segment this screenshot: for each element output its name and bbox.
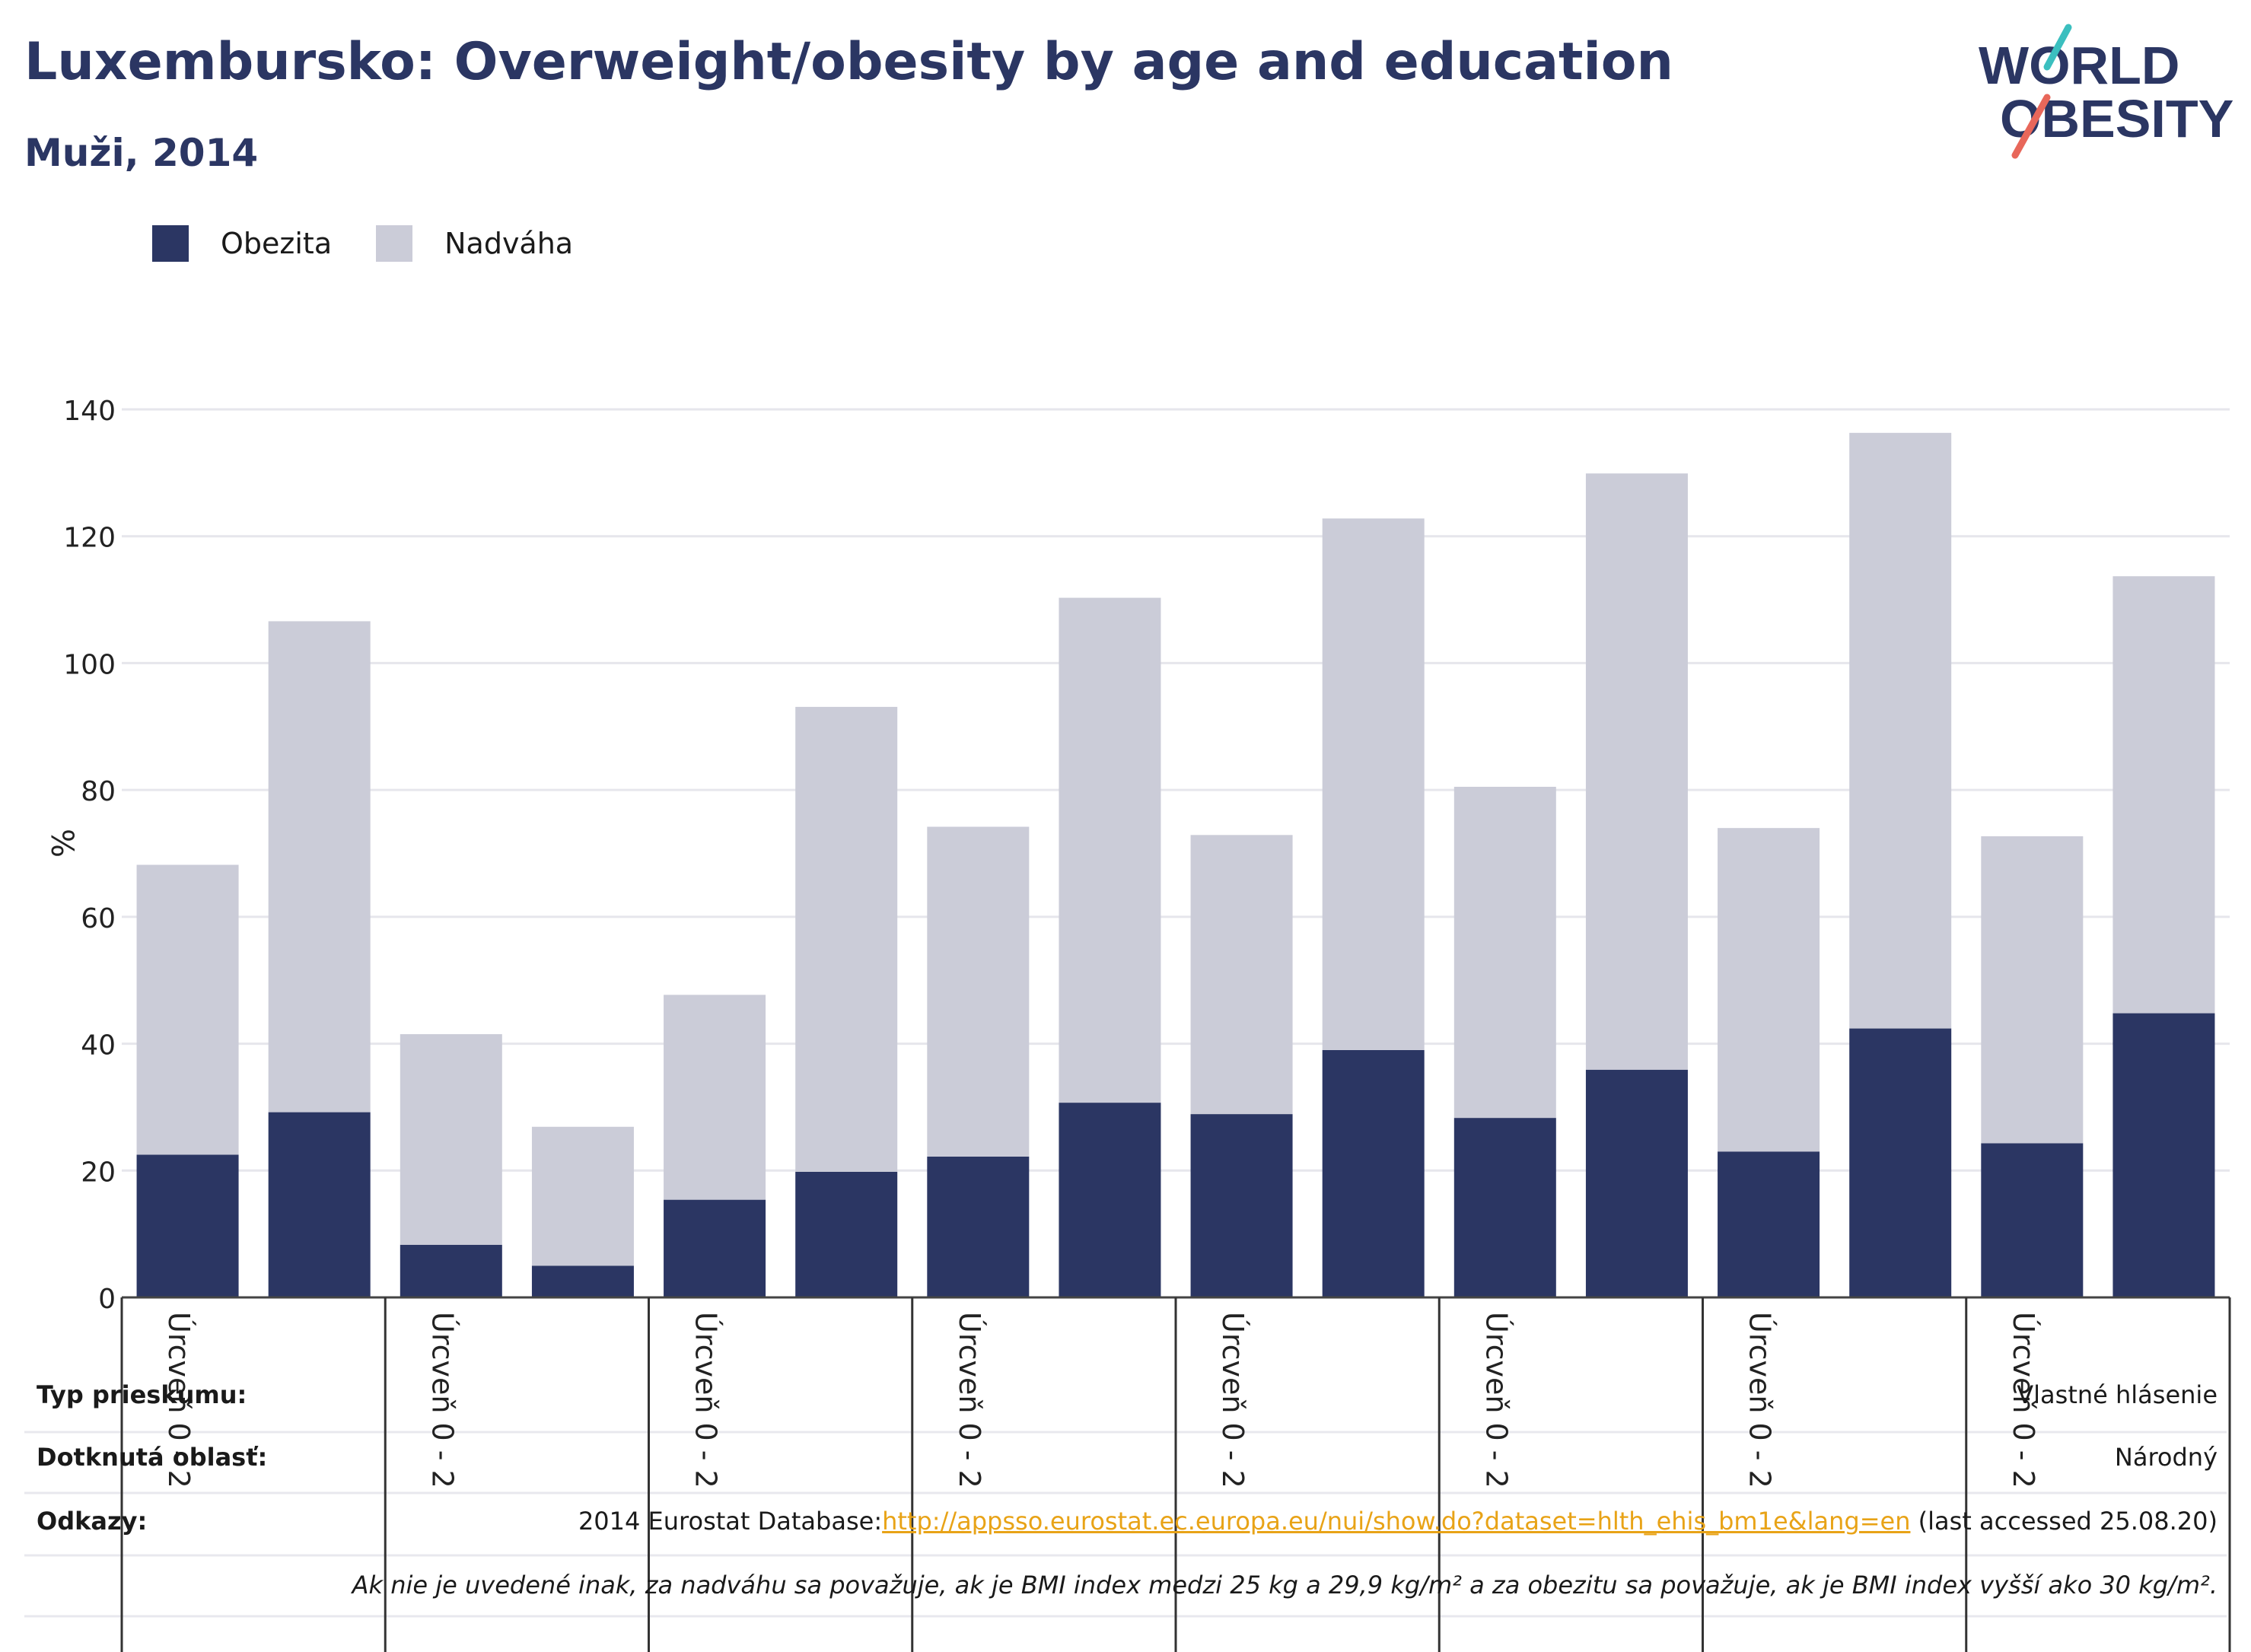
bar-obezita <box>268 1112 371 1297</box>
bar-obezita <box>1718 1151 1820 1297</box>
y-tick-label: 140 <box>63 396 116 427</box>
x-group-label: Úrcveň 0 - 2 <box>1743 1312 1777 1488</box>
bar-nadvaha <box>2113 576 2215 1014</box>
y-tick-label: 40 <box>81 1030 116 1062</box>
bar-obezita <box>400 1244 502 1297</box>
chart-legend: Obezita Nadváha <box>152 225 617 262</box>
bar-obezita <box>1190 1114 1293 1297</box>
bar-nadvaha <box>1981 836 2084 1144</box>
x-group-label: Úrcveň 0 - 2 <box>2007 1312 2040 1488</box>
y-tick-label: 20 <box>81 1157 116 1188</box>
bar-obezita <box>664 1199 766 1297</box>
bar-nadvaha <box>531 1126 634 1266</box>
bar-nadvaha <box>1585 473 1688 1070</box>
refs-value: 2014 Eurostat Database:http://appsso.eur… <box>578 1507 2218 1536</box>
bar-nadvaha <box>268 621 371 1112</box>
world-obesity-logo: WORLD OBESITY <box>1979 24 2233 159</box>
area-label: Dotknutá oblasť: <box>37 1443 268 1472</box>
legend-swatch-nadvaha <box>376 225 413 262</box>
survey-type-value: Vlastné hlásenie <box>2017 1380 2218 1409</box>
bar-obezita <box>927 1156 1030 1297</box>
bar-nadvaha <box>795 706 898 1172</box>
legend-swatch-obezita <box>152 225 189 262</box>
x-group-label: Úrcveň 0 - 2 <box>1479 1312 1513 1488</box>
bar-nadvaha <box>1849 432 1952 1029</box>
y-tick-label: 0 <box>98 1284 116 1315</box>
x-group-label: Úrcveň 0 - 2 <box>425 1312 459 1488</box>
bar-nadvaha <box>1718 828 1820 1152</box>
bar-obezita <box>1981 1143 2084 1297</box>
bar-obezita <box>795 1171 898 1297</box>
x-group-label: Úrcveň 0 - 2 <box>162 1312 196 1488</box>
x-group-label: Úrcveň 0 - 2 <box>1216 1312 1250 1488</box>
legend-item-obezita[interactable]: Obezita <box>152 225 332 262</box>
bar-obezita <box>1849 1028 1952 1297</box>
survey-type-label: Typ prieskumu: <box>37 1380 247 1409</box>
bar-nadvaha <box>1322 518 1425 1050</box>
legend-label-obezita: Obezita <box>221 227 333 260</box>
bar-obezita <box>531 1265 634 1297</box>
bar-nadvaha <box>400 1034 502 1245</box>
bar-nadvaha <box>1453 786 1556 1119</box>
bmi-note: Ak nie je uvedené inak, za nadváhu sa po… <box>352 1571 2218 1599</box>
area-value: Národný <box>2114 1443 2218 1472</box>
y-axis-title: % <box>44 829 79 858</box>
bar-nadvaha <box>927 826 1030 1157</box>
refs-suffix: (last accessed 25.08.20) <box>1910 1507 2218 1536</box>
bar-nadvaha <box>136 864 239 1155</box>
y-tick-label: 120 <box>63 523 116 554</box>
bar-nadvaha <box>1190 835 1293 1115</box>
y-tick-label: 100 <box>63 649 116 680</box>
chart-subtitle: Muži, 2014 <box>24 131 259 175</box>
bar-obezita <box>1059 1103 1161 1297</box>
legend-label-nadvaha: Nadváha <box>444 227 574 260</box>
y-tick-label: 80 <box>81 776 116 807</box>
logo-line1: WORLD <box>1979 36 2179 95</box>
refs-link[interactable]: http://appsso.eurostat.ec.europa.eu/nui/… <box>882 1507 1911 1536</box>
refs-label: Odkazy: <box>37 1507 148 1536</box>
bar-obezita <box>136 1154 239 1297</box>
y-tick-label: 60 <box>81 903 116 934</box>
x-group-label: Úrcveň 0 - 2 <box>689 1312 723 1488</box>
bar-obezita <box>2113 1013 2215 1297</box>
legend-item-nadvaha[interactable]: Nadváha <box>376 225 573 262</box>
bar-obezita <box>1585 1069 1688 1297</box>
x-group-label: Úrcveň 0 - 2 <box>953 1312 986 1488</box>
bar-nadvaha <box>664 995 766 1200</box>
bar-nadvaha <box>1059 597 1161 1103</box>
bar-obezita <box>1453 1118 1556 1297</box>
refs-prefix: 2014 Eurostat Database: <box>578 1507 883 1536</box>
bar-obezita <box>1322 1049 1425 1297</box>
chart-title: Luxembursko: Overweight/obesity by age a… <box>24 32 1673 92</box>
